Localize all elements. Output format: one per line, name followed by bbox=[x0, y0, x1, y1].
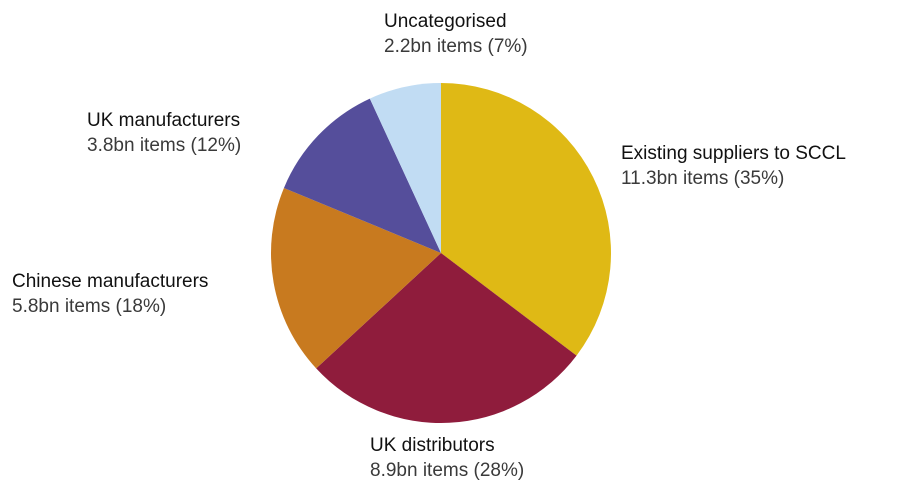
slice-value: 5.8bn items (18%) bbox=[12, 296, 167, 317]
slice-name: Chinese manufacturers bbox=[12, 271, 209, 292]
slice-label-uk-manufacturers: UK manufacturers 3.8bn items (12%) bbox=[87, 108, 241, 158]
slice-value: 2.2bn items (7%) bbox=[384, 36, 528, 57]
slice-value: 11.3bn items (35%) bbox=[621, 168, 785, 189]
slice-name: UK manufacturers bbox=[87, 110, 241, 131]
slice-label-existing-suppliers: Existing suppliers to SCCL 11.3bn items … bbox=[621, 141, 846, 191]
pie-slice-uk-distributors bbox=[316, 253, 577, 423]
slice-value: 8.9bn items (28%) bbox=[370, 460, 525, 481]
pie-slice-existing-suppliers-to-sccl bbox=[441, 83, 611, 356]
slice-name: Existing suppliers to SCCL bbox=[621, 143, 846, 164]
pie-slice-uncategorised bbox=[369, 83, 441, 253]
slice-label-uk-distributors: UK distributors 8.9bn items (28%) bbox=[370, 433, 524, 483]
pie-slice-uk-manufacturers bbox=[283, 98, 441, 254]
slice-label-uncategorised: Uncategorised 2.2bn items (7%) bbox=[384, 9, 528, 59]
slice-name: UK distributors bbox=[370, 435, 495, 456]
slice-label-chinese-manufacturers: Chinese manufacturers 5.8bn items (18%) bbox=[12, 269, 208, 319]
pie-slice-chinese-manufacturers bbox=[270, 187, 441, 369]
slice-value: 3.8bn items (12%) bbox=[87, 135, 242, 156]
pie-slices bbox=[270, 83, 611, 423]
slice-name: Uncategorised bbox=[384, 11, 507, 32]
